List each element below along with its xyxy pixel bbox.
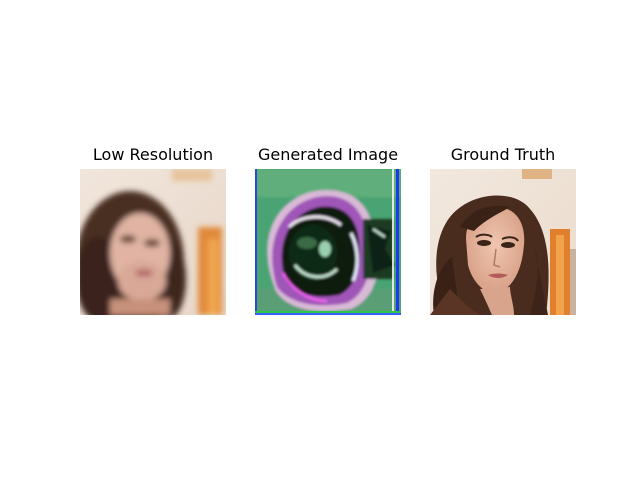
low-resolution-face-picture [80,169,226,315]
generated-artifact-face-image [255,169,401,315]
low-resolution-face-image [80,169,226,315]
panel-title-generated-image: Generated Image [257,145,399,164]
generated-artifact-face-picture [255,169,401,315]
ground-truth-face-image [430,169,576,315]
panel-title-low-resolution: Low Resolution [92,145,214,164]
ground-truth-face-picture [430,169,576,315]
panel-title-ground-truth: Ground Truth [450,145,556,164]
